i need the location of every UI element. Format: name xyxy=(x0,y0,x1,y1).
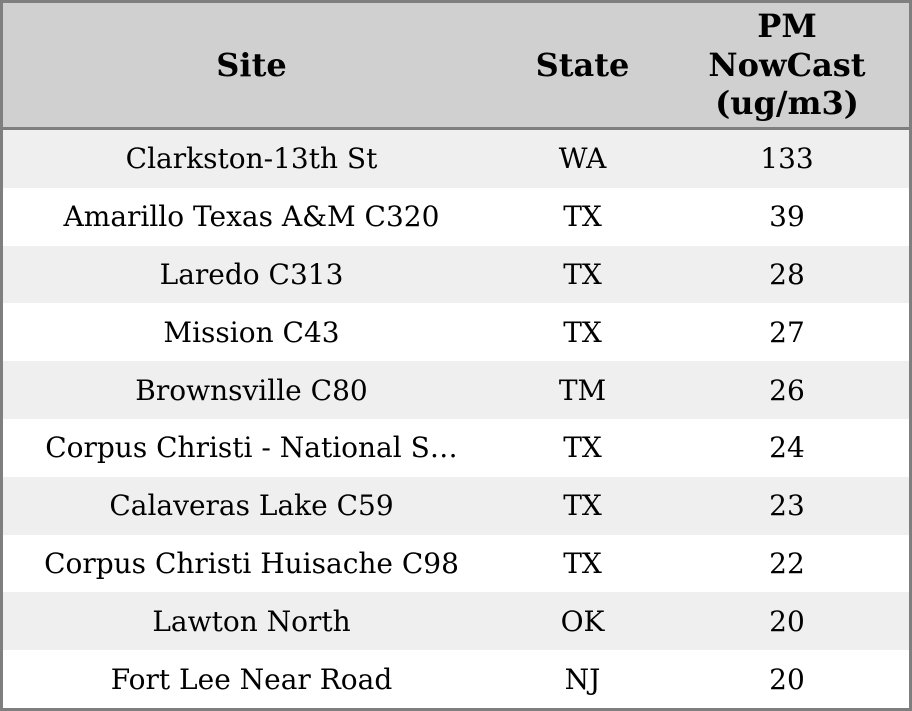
site-cell: Fort Lee Near Road xyxy=(110,662,393,696)
state-cell: TX xyxy=(563,200,602,234)
table-row: Brownsville C80 TM 26 xyxy=(3,361,909,419)
site-cell: Corpus Christi Huisache C98 xyxy=(44,546,459,580)
site-cell: Brownsville C80 xyxy=(135,373,368,407)
table-header-row: Site State PM NowCast (ug/m3) xyxy=(3,3,909,130)
value-cell: 133 xyxy=(760,142,814,176)
state-cell: TX xyxy=(563,546,602,580)
table-row: Lawton North OK 20 xyxy=(3,592,909,651)
site-cell: Amarillo Texas A&M C320 xyxy=(63,200,440,234)
state-cell: TM xyxy=(558,373,607,407)
value-cell: 20 xyxy=(769,662,805,696)
value-cell: 23 xyxy=(769,489,805,523)
table-row: Clarkston-13th St WA 133 xyxy=(3,130,909,188)
value-cell: 26 xyxy=(769,373,805,407)
column-header-pm-nowcast: PM NowCast (ug/m3) xyxy=(708,7,866,123)
state-cell: OK xyxy=(560,604,605,638)
column-header-site: Site xyxy=(216,45,287,84)
state-cell: NJ xyxy=(564,662,601,696)
state-cell: TX xyxy=(563,431,602,465)
site-cell: Corpus Christi - National S… xyxy=(45,431,458,465)
value-cell: 39 xyxy=(769,200,805,234)
value-cell: 20 xyxy=(769,604,805,638)
value-cell: 24 xyxy=(769,431,805,465)
site-cell: Calaveras Lake C59 xyxy=(109,489,394,523)
column-header-state: State xyxy=(535,45,630,84)
site-cell: Mission C43 xyxy=(163,315,340,349)
table-row: Corpus Christi Huisache C98 TX 22 xyxy=(3,534,909,593)
state-cell: TX xyxy=(563,315,602,349)
value-cell: 28 xyxy=(769,257,805,291)
table-body: Clarkston-13th St WA 133 Amarillo Texas … xyxy=(3,130,909,708)
table-row: Laredo C313 TX 28 xyxy=(3,245,909,304)
table-row: Fort Lee Near Road NJ 20 xyxy=(3,650,909,708)
site-cell: Laredo C313 xyxy=(159,257,344,291)
table-row: Calaveras Lake C59 TX 23 xyxy=(3,476,909,535)
table-row: Corpus Christi - National S… TX 24 xyxy=(3,418,909,477)
value-cell: 22 xyxy=(769,546,805,580)
state-cell: TX xyxy=(563,489,602,523)
site-cell: Clarkston-13th St xyxy=(125,142,378,176)
state-cell: WA xyxy=(558,142,607,176)
site-cell: Lawton North xyxy=(152,604,351,638)
table-row: Amarillo Texas A&M C320 TX 39 xyxy=(3,187,909,246)
table-row: Mission C43 TX 27 xyxy=(3,303,909,362)
state-cell: TX xyxy=(563,257,602,291)
value-cell: 27 xyxy=(769,315,805,349)
